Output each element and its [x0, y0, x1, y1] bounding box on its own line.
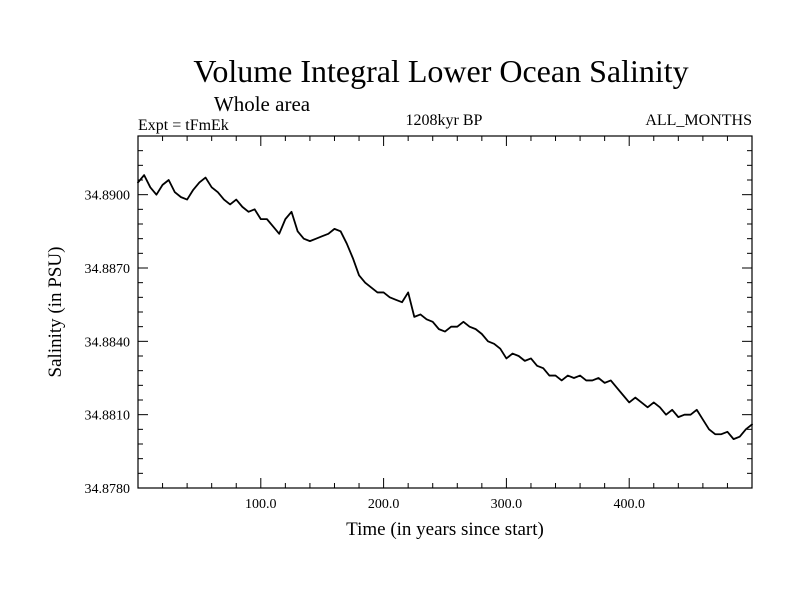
chart-subtitle: Whole area — [214, 92, 311, 116]
y-tick-label: 34.8900 — [85, 189, 131, 204]
plot-frame — [137, 135, 753, 489]
y-tick-label: 34.8780 — [85, 482, 131, 497]
y-tick-label: 34.8810 — [85, 409, 131, 424]
chart-title: Volume Integral Lower Ocean Salinity — [193, 53, 688, 89]
y-axis-ticks: 34.8780 34.8810 34.8840 34.8870 34.8900 — [85, 150, 752, 497]
experiment-label: Expt = tFmEk — [138, 117, 229, 134]
y-axis-label: Salinity (in PSU) — [45, 247, 66, 378]
x-tick-label: 400.0 — [613, 497, 645, 512]
x-axis-ticks: 100.0 200.0 300.0 400.0 — [162, 136, 728, 512]
x-tick-label: 300.0 — [491, 497, 523, 512]
y-tick-label: 34.8840 — [85, 335, 131, 350]
salinity-series-line — [137, 174, 753, 441]
x-tick-label: 200.0 — [368, 497, 400, 512]
months-label: ALL_MONTHS — [645, 112, 752, 129]
x-tick-label: 100.0 — [245, 497, 277, 512]
period-label: 1208kyr BP — [406, 112, 483, 129]
y-tick-label: 34.8870 — [85, 262, 131, 277]
x-axis-label: Time (in years since start) — [346, 519, 544, 540]
